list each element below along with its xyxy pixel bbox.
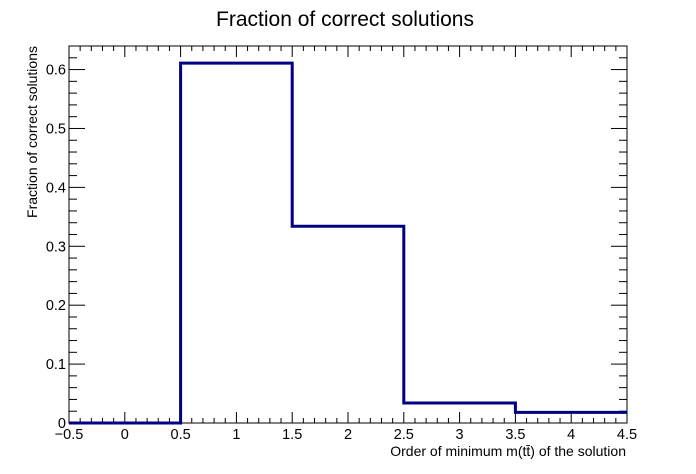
y-tick-label: 0.1 [46, 357, 66, 373]
y-tick-label: 0.5 [46, 121, 66, 137]
x-tick-label: 4.5 [617, 427, 637, 443]
chart-title: Fraction of correct solutions [216, 8, 474, 31]
axis-ticks: −0.5 0 0.5 1 1.5 2 2.5 3 3.5 4 4.500.10.20.30.40.5… [46, 45, 637, 443]
x-tick-label: 3 [456, 427, 464, 443]
x-tick-label: 1 [232, 427, 240, 443]
x-tick-label: 4 [567, 427, 575, 443]
x-tick-label: 0.5 [171, 427, 191, 443]
y-tick-label: 0.6 [46, 63, 66, 79]
x-tick-label: 1.5 [282, 427, 302, 443]
y-axis-label: Fraction of correct solutions [24, 46, 40, 218]
x-tick-label: 3.5 [505, 427, 525, 443]
x-tick-label: 0 [121, 427, 129, 443]
histogram-bin [181, 63, 293, 423]
y-tick-label: 0.3 [46, 239, 66, 255]
histogram-bin [292, 226, 404, 423]
plot-frame [68, 45, 628, 424]
x-axis-label: Order of minimum m(tt̄) of the solution [390, 443, 626, 459]
x-tick-label: −0.5 [55, 427, 84, 443]
histogram-outline [69, 61, 627, 425]
y-tick-label: 0.2 [46, 298, 66, 314]
x-tick-label: 2.5 [394, 427, 414, 443]
x-tick-label: 2 [344, 427, 352, 443]
y-tick-label: 0.4 [46, 180, 66, 196]
y-tick-label: 0 [58, 416, 66, 432]
